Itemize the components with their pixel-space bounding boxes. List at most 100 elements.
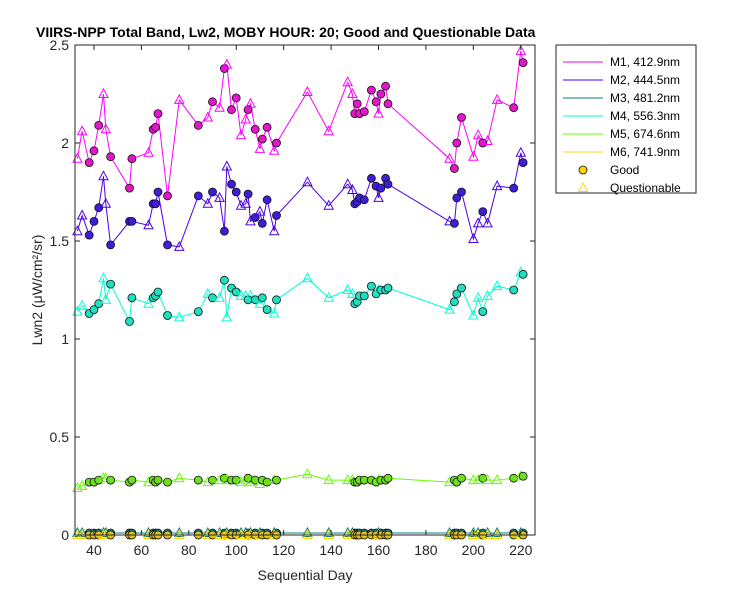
series-1-point-good [381,81,391,91]
series-4-point-questionable [245,289,256,300]
chart-title: VIIRS-NPP Total Band, Lw2, MOBY HOUR: 20… [36,24,536,40]
series-2-point-questionable [173,240,185,251]
legend: M1, 412.9nm M2, 444.5nm M3, 481.2nm M4, 556… [555,44,697,195]
series-1-point-good [125,183,134,193]
series-4-point-good [518,269,528,279]
series-1-point-good [452,138,462,148]
series-2-point-good [518,158,528,168]
series-2-point-good [163,240,172,250]
series-2-point-questionable [240,197,252,208]
series-1-point-good [371,97,381,107]
series-1-point-questionable [76,125,88,136]
series-4-point-questionable [468,309,479,320]
series-4-point-questionable [221,311,233,322]
series-1-point-good [193,121,203,130]
x-tick-label: 200 [462,542,486,558]
series-4-point-questionable [268,307,280,318]
series-4-point-good [127,293,137,303]
legend-label: M6, 741.9nm [610,145,680,159]
series-2-point-good [457,187,466,197]
series-4-point-good [452,289,462,299]
series-4-point-good [509,285,519,295]
series-3-point-questionable [173,526,185,537]
series-2-point-good [478,207,488,217]
series-5-point-questionable [482,474,493,485]
series-4-point-questionable [173,311,185,322]
series-4-point-good [193,307,203,317]
series-2-point-good [151,199,161,209]
series-5-point-good [509,473,519,483]
series-2-point-questionable [323,199,335,210]
tick-layer: 40 60 80 100 120 140 160 180 200 220 0 0.5 1 1.5 2 2.5 [50,37,535,558]
series-2-point-good [106,240,115,250]
series-2-point-good [208,187,217,197]
series-2-point-questionable [202,197,214,208]
series-1-point-questionable [173,93,185,104]
series-1-point-questionable [202,111,214,122]
series-2-point-questionable [143,219,154,230]
series-1-point-questionable [444,152,455,163]
series-4-point-questionable [98,272,109,283]
plot-area [75,45,535,535]
series-4-point-good [359,291,369,301]
series-5-point-questionable [491,474,503,485]
series-4-point-good [89,305,99,315]
series-1-point-good [518,58,528,67]
series-2-point-good [376,183,386,193]
series-4-point-good [383,283,393,293]
series-4-point-questionable [302,272,313,283]
x-tick-label: 220 [509,542,533,558]
series-5-point-good [457,473,466,483]
series-2-point-good [84,230,94,240]
series-2-point-questionable [302,176,313,187]
series-1-point-questionable [245,97,256,108]
series-1-point-good [127,154,137,164]
series-1-point-questionable [221,58,233,69]
series-2-point-questionable [221,160,233,171]
series-5-point-questionable [76,479,88,490]
series-2-point-questionable [235,199,247,210]
series-1-point-questionable [143,146,154,157]
series-5-point-good [127,475,137,485]
legend-label: M1, 412.9nm [610,55,680,69]
series-2-point-questionable [268,225,280,236]
series-1-point-good [352,99,362,109]
series-4-point-questionable [323,291,335,302]
series-4-point-questionable [342,283,354,294]
series-1-point-good [163,191,172,201]
series-2-point-good [89,216,99,226]
x-tick-label: 40 [86,542,102,558]
series-2-point-good [509,183,519,193]
series-1-point-good [376,89,386,99]
series-1-point-questionable [491,93,503,104]
series-2-point-questionable [472,217,484,228]
series-5-point-good [163,477,172,487]
series-4-point-good [478,307,488,317]
x-tick-label: 140 [319,542,343,558]
series-1-point-questionable [98,87,109,98]
series-2-point-good [227,179,236,189]
x-tick-label: 160 [367,542,391,558]
series-2-point-questionable [76,209,88,220]
series-5-point-good [518,471,528,481]
series-1-point-good [94,121,104,130]
series-1-point-questionable [482,134,493,145]
series-3-point-questionable [76,526,88,537]
series-4-point-questionable [347,287,358,298]
series-6-point-questionable [302,528,313,539]
legend-label: M4, 556.3nm [610,109,680,123]
series-1-point-questionable [468,150,479,161]
series-4-point-questionable [482,289,493,300]
series-4-point-good [153,287,163,297]
series-4-point-good [106,279,115,289]
series-3-point-questionable [302,526,313,537]
series-4-point-good [257,293,267,303]
legend-label: Questionable [610,181,681,195]
series-2-point-good [231,187,241,197]
series-2-point-questionable [254,205,266,216]
x-tick-label: 100 [225,542,249,558]
series-2-point-questionable [468,232,479,243]
legend-label: M3, 481.2nm [610,91,680,105]
axes-box [74,44,536,536]
series-2-point-questionable [100,197,112,208]
